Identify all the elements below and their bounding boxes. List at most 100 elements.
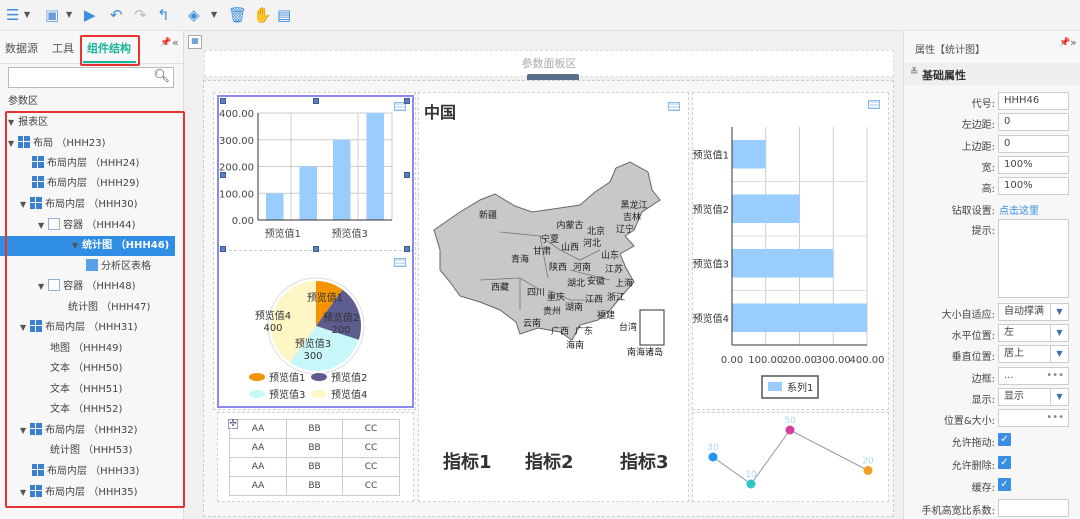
autosize-select[interactable]: 自动撑满 ▼ [998,303,1069,321]
tree-item[interactable]: 参数区 [8,92,38,112]
border-picker[interactable]: ... ••• [998,367,1069,385]
table-cell[interactable]: AA [229,419,287,439]
resize-handle[interactable] [313,98,319,104]
drill-link[interactable]: 点击这里 [999,206,1039,217]
expand-arrow-icon[interactable]: ▼ [8,139,15,148]
tree-item[interactable]: 分析区表格 [86,257,151,277]
expand-arrow-icon[interactable]: ▼ [20,426,27,435]
tree-item[interactable]: ▼ 报表区 [8,113,48,133]
drag-checkbox[interactable]: ✓ [998,433,1011,446]
code-input[interactable]: HHH46 [998,92,1069,110]
width-input[interactable]: 100% [998,156,1069,174]
table-cell[interactable]: BB [285,438,344,458]
resize-handle[interactable] [404,172,410,178]
del-checkbox[interactable]: ✓ [998,456,1011,469]
expand-arrow-icon[interactable]: ▼ [20,488,27,497]
tab-datasource[interactable]: 数据源 [5,42,38,55]
chart-settings-icon[interactable] [394,102,406,111]
table-cell[interactable]: AA [229,476,287,496]
top-input[interactable]: 0 [998,135,1069,153]
table-cell[interactable]: BB [285,476,344,496]
hand-icon[interactable]: ✋ [253,6,272,24]
run-icon[interactable]: ▶ [84,6,96,24]
left-input[interactable]: 0 [998,113,1069,131]
valign-select[interactable]: 居上 ▼ [998,345,1069,363]
tree-item[interactable]: ▼ 布局内层 （HHH30) [20,195,138,215]
expand-arrow-icon[interactable]: ▼ [20,200,27,209]
halign-select[interactable]: 左 ▼ [998,324,1069,342]
table-cell[interactable]: CC [342,419,400,439]
resize-handle[interactable] [220,246,226,252]
tree-item[interactable]: ▼ 布局 （HHH23) [8,134,106,154]
display-select[interactable]: 显示 ▼ [998,388,1069,406]
tree-item[interactable]: 布局内层 （HHH24) [32,154,139,174]
tree-item[interactable]: ▼ 布局内层 （HHH32) [20,421,138,441]
menu-icon[interactable]: ☰ [6,6,20,24]
dropdown-arrow-icon[interactable]: ▼ [1050,304,1068,320]
expand-arrow-icon[interactable]: ▼ [38,221,45,230]
tree-item[interactable]: 文本 （HHH50) [50,359,122,379]
chart-settings-icon[interactable] [868,100,880,109]
dropdown-arrow-icon[interactable]: ▼ [1050,346,1068,362]
tree-item[interactable]: ▼ 布局内层 （HHH31) [20,318,138,338]
param-panel-toggle[interactable] [527,74,579,80]
tab-tools[interactable]: 工具 [52,42,74,55]
tree-item[interactable]: ▼ 布局内层 （HHH35) [20,483,138,503]
collapse-icon[interactable]: « [172,36,179,49]
window-icon[interactable]: ▤ [277,6,292,24]
delete-icon[interactable]: 🗑 [228,6,248,24]
ratio-input[interactable] [998,499,1069,517]
expand-arrow-icon[interactable]: ▼ [38,282,45,291]
cache-checkbox[interactable]: ✓ [998,478,1011,491]
resize-handle[interactable] [220,172,226,178]
search-input[interactable]: 🔍︎ [8,67,174,88]
upload-icon[interactable]: ↰ [157,6,170,24]
tree-item[interactable]: ▼ 容器 （HHH48) [38,277,136,297]
bar-chart[interactable]: 0.00 100.00 200.00 300.00 400.00 预览值1 预览值3 [217,95,414,251]
pin-icon[interactable]: 📌 [1059,38,1071,48]
brush-dropdown-icon[interactable]: ▼ [211,10,218,19]
save-icon[interactable]: ▣ [45,6,60,24]
table-cell[interactable]: AA [229,457,287,477]
more-icon[interactable]: ••• [1046,412,1064,423]
menu-dropdown-icon[interactable]: ▼ [24,10,31,19]
resize-handle[interactable] [404,98,410,104]
tip-textarea[interactable] [998,219,1069,298]
dropdown-arrow-icon[interactable]: ▼ [1050,389,1068,405]
tree-item[interactable]: 统计图 （HHH53) [50,441,132,461]
section-header[interactable]: ≚ 基础属性 [904,63,1080,85]
dropdown-arrow-icon[interactable]: ▼ [1050,325,1068,341]
canvas-toggle-icon[interactable]: ▦ [188,35,202,49]
tree-item[interactable]: ▼ 统计图 （HHH46) [0,236,175,256]
save-dropdown-icon[interactable]: ▼ [66,10,73,19]
expand-icon[interactable]: » [1070,36,1077,49]
pin-icon[interactable]: 📌 [160,38,172,48]
table-cell[interactable]: AA [229,438,287,458]
undo-icon[interactable]: ↶ [110,6,123,24]
tree-item[interactable]: 布局内层 （HHH29) [32,174,139,194]
tree-item[interactable]: 文本 （HHH51) [50,380,122,400]
possize-picker[interactable]: ••• [998,409,1069,427]
resize-handle[interactable] [313,246,319,252]
expand-arrow-icon[interactable]: ▼ [8,118,15,127]
table-cell[interactable]: BB [285,457,344,477]
param-panel-area[interactable]: 参数面板区 [204,50,894,77]
table-cell[interactable]: CC [342,438,400,458]
height-input[interactable]: 100% [998,177,1069,195]
tree-item[interactable]: ▼ 容器 （HHH44) [38,216,136,236]
redo-icon[interactable]: ↷ [134,6,147,24]
table-cell[interactable]: CC [342,476,400,496]
resize-handle[interactable] [404,246,410,252]
expand-arrow-icon[interactable]: ▼ [72,241,79,250]
table-cell[interactable]: BB [285,419,344,439]
chart-settings-icon[interactable] [668,102,680,111]
resize-handle[interactable] [220,98,226,104]
tree-item[interactable]: 布局内层 （HHH33) [32,462,139,482]
more-icon[interactable]: ••• [1046,370,1064,381]
table-cell[interactable]: CC [342,457,400,477]
expand-arrow-icon[interactable]: ▼ [20,323,27,332]
tree-item[interactable]: 地图 （HHH49) [50,339,122,359]
